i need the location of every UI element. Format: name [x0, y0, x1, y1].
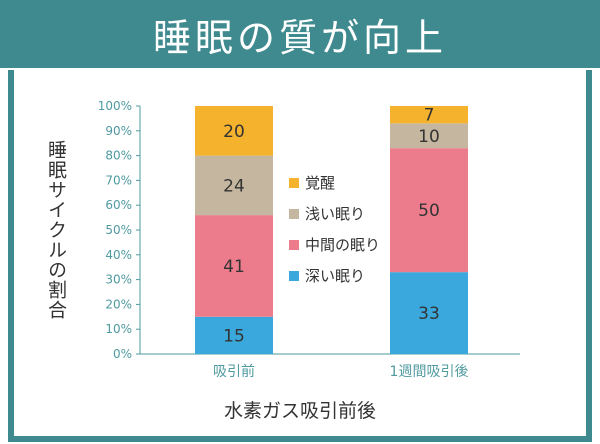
y-tick-label: 100% [98, 99, 132, 113]
data-label: 50 [418, 201, 440, 221]
y-tick-label: 90% [105, 124, 132, 138]
bar-segment [195, 316, 273, 354]
x-tick-label: 1週間吸引後 [390, 364, 469, 380]
bar-segment [390, 123, 468, 149]
title-banner: 睡眠の質が向上 [0, 0, 600, 68]
legend-entry: 浅い眠り [305, 205, 365, 223]
data-label: 20 [223, 122, 245, 142]
data-label: 41 [223, 257, 245, 277]
chart-panel [8, 70, 592, 442]
legend-swatch [289, 178, 299, 188]
bar-segment [195, 155, 273, 216]
y-tick-label: 10% [105, 322, 132, 336]
bar-segment [390, 106, 468, 124]
y-tick-label: 70% [105, 173, 132, 187]
data-label: 7 [424, 106, 435, 126]
y-axis-label: 睡眠サイクルの割合 [45, 140, 67, 320]
y-tick-label: 60% [105, 198, 132, 212]
y-tick-label: 30% [105, 273, 132, 287]
legend-entry: 覚醒 [305, 174, 335, 192]
y-tick-label: 80% [105, 149, 132, 163]
legend-entry: 深い眠り [305, 267, 365, 285]
x-tick-label: 吸引前 [213, 363, 255, 380]
bar-segment [195, 106, 273, 156]
x-axis-label: 水素ガス吸引前後 [223, 400, 376, 422]
bar-segment [390, 148, 468, 273]
y-tick-label: 40% [105, 248, 132, 262]
legend-swatch [289, 271, 299, 281]
chart-title: 睡眠の質が向上 [152, 15, 447, 60]
data-label: 33 [418, 304, 440, 324]
data-label: 15 [223, 326, 245, 346]
y-tick-label: 50% [105, 223, 132, 237]
data-label: 24 [223, 176, 245, 196]
y-tick-label: 20% [105, 297, 132, 311]
data-label: 10 [418, 127, 440, 147]
legend-entry: 中間の眠り [305, 236, 380, 254]
legend-swatch [289, 209, 299, 219]
bar-segment [195, 215, 273, 317]
bar-segment [390, 272, 468, 354]
legend-swatch [289, 240, 299, 250]
y-tick-label: 0% [113, 347, 132, 361]
